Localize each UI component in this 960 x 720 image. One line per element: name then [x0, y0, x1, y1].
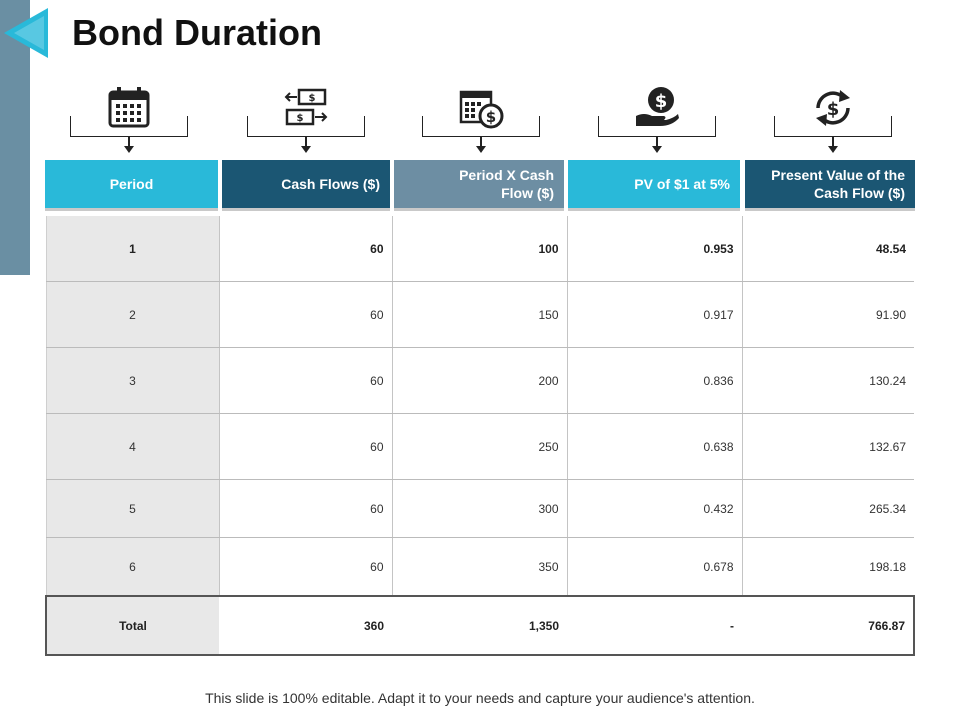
- header-period-x-cash-flow-label: Period X Cash Flow ($): [459, 167, 554, 201]
- cell-period: 4: [45, 413, 220, 480]
- cell-cash-flow: 60: [219, 537, 393, 597]
- cell-present-value: 91.90: [742, 281, 914, 348]
- header-pv-factor-label: PV of $1 at 5%: [634, 176, 730, 192]
- table-row: 1 60 100 0.953 48.54: [45, 216, 914, 282]
- cell-pv-factor: 0.917: [567, 281, 743, 348]
- cell-pv-factor: 0.432: [567, 479, 743, 538]
- cell-period-x-cash: 300: [392, 479, 568, 538]
- back-arrow-icon[interactable]: [0, 4, 52, 62]
- header-present-value-label: Present Value of the Cash Flow ($): [771, 167, 905, 201]
- cell-period: 1: [45, 216, 220, 282]
- cell-present-value: 198.18: [742, 537, 914, 597]
- calendar-icon: [108, 87, 150, 128]
- page-title: Bond Duration: [72, 12, 322, 53]
- svg-text:$: $: [309, 93, 316, 104]
- icon-bracket-pv-factor: $: [598, 80, 716, 156]
- header-period-x-cash-flow: Period X Cash Flow ($): [394, 160, 564, 208]
- icon-bracket-cash-flows: $ $: [247, 80, 365, 156]
- cell-total-present-value: 766.87: [742, 595, 915, 656]
- header-present-value: Present Value of the Cash Flow ($): [745, 160, 915, 208]
- cell-cash-flow: 60: [219, 216, 393, 282]
- cell-present-value: 48.54: [742, 216, 914, 282]
- cell-cash-flow: 60: [219, 413, 393, 480]
- cell-total-pv-factor: -: [567, 595, 742, 656]
- table-row: 5 60 300 0.432 265.34: [45, 479, 914, 538]
- cell-present-value: 130.24: [742, 347, 914, 414]
- calendar-dollar-icon: $: [459, 90, 504, 129]
- header-pv-factor: PV of $1 at 5%: [568, 160, 740, 208]
- header-cash-flows-label: Cash Flows ($): [281, 176, 380, 192]
- bond-duration-table: 1 60 100 0.953 48.54 2 60 150 0.917 91.9…: [45, 216, 915, 656]
- icon-bracket-period-x-cash: $: [422, 80, 540, 156]
- side-accent-bar: [0, 0, 30, 275]
- cell-present-value: 132.67: [742, 413, 914, 480]
- header-period-label: Period: [109, 176, 154, 192]
- cell-pv-factor: 0.836: [567, 347, 743, 414]
- cell-present-value: 265.34: [742, 479, 914, 538]
- svg-text:$: $: [655, 91, 668, 112]
- cell-period: 6: [45, 537, 220, 597]
- svg-text:$: $: [486, 108, 496, 126]
- table-row: 6 60 350 0.678 198.18: [45, 537, 914, 597]
- svg-text:$: $: [827, 99, 840, 120]
- cell-pv-factor: 0.678: [567, 537, 743, 597]
- cell-period-x-cash: 350: [392, 537, 568, 597]
- cell-period-x-cash: 150: [392, 281, 568, 348]
- cell-total-period-x-cash: 1,350: [392, 595, 567, 656]
- icon-bracket-present-value: $: [774, 80, 892, 156]
- dollar-cycle-icon: $: [816, 90, 850, 126]
- table-total-row: Total 360 1,350 - 766.87: [45, 595, 915, 656]
- table-row: 2 60 150 0.917 91.90: [45, 281, 914, 348]
- icon-bracket-period: [70, 80, 188, 156]
- footer-note: This slide is 100% editable. Adapt it to…: [205, 690, 755, 706]
- header-cash-flows: Cash Flows ($): [222, 160, 390, 208]
- svg-text:$: $: [297, 113, 304, 124]
- header-period: Period: [45, 160, 218, 208]
- hand-dollar-icon: $: [636, 87, 679, 126]
- cell-cash-flow: 60: [219, 479, 393, 538]
- cell-pv-factor: 0.953: [567, 216, 743, 282]
- cell-period-x-cash: 100: [392, 216, 568, 282]
- table-row: 4 60 250 0.638 132.67: [45, 413, 914, 480]
- cell-period-x-cash: 200: [392, 347, 568, 414]
- cell-cash-flow: 60: [219, 347, 393, 414]
- cash-exchange-icon: $ $: [284, 88, 328, 126]
- cell-period-x-cash: 250: [392, 413, 568, 480]
- cell-total-label: Total: [45, 595, 219, 656]
- cell-period: 3: [45, 347, 220, 414]
- cell-pv-factor: 0.638: [567, 413, 743, 480]
- cell-period: 5: [45, 479, 220, 538]
- cell-cash-flow: 60: [219, 281, 393, 348]
- cell-total-cash-flow: 360: [219, 595, 392, 656]
- cell-period: 2: [45, 281, 220, 348]
- table-row: 3 60 200 0.836 130.24: [45, 347, 914, 414]
